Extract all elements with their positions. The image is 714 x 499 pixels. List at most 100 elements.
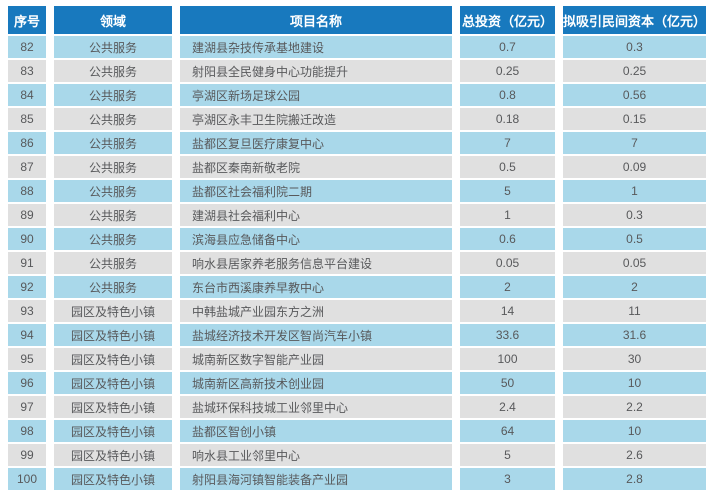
cell-field: 公共服务 <box>54 276 172 298</box>
cell-capital: 11 <box>563 300 706 322</box>
cell-invest: 50 <box>460 372 555 394</box>
cell-name: 盐都区秦南新敬老院 <box>180 156 452 178</box>
cell-name: 城南新区高新技术创业园 <box>180 372 452 394</box>
cell-field: 公共服务 <box>54 36 172 58</box>
table-row: 90 公共服务 滨海县应急储备中心 0.6 0.5 <box>8 228 706 250</box>
cell-capital: 2.6 <box>563 444 706 466</box>
cell-no: 93 <box>8 300 46 322</box>
cell-field: 园区及特色小镇 <box>54 324 172 346</box>
cell-no: 95 <box>8 348 46 370</box>
cell-capital: 10 <box>563 420 706 442</box>
table-row: 100 园区及特色小镇 射阳县海河镇智能装备产业园 3 2.8 <box>8 468 706 490</box>
cell-name: 滨海县应急储备中心 <box>180 228 452 250</box>
cell-name: 亭湖区永丰卫生院搬迁改造 <box>180 108 452 130</box>
cell-name: 盐城经济技术开发区智尚汽车小镇 <box>180 324 452 346</box>
table-row: 99 园区及特色小镇 响水县工业邻里中心 5 2.6 <box>8 444 706 466</box>
cell-field: 公共服务 <box>54 84 172 106</box>
cell-capital: 0.3 <box>563 204 706 226</box>
cell-invest: 14 <box>460 300 555 322</box>
table-row: 85 公共服务 亭湖区永丰卫生院搬迁改造 0.18 0.15 <box>8 108 706 130</box>
cell-no: 90 <box>8 228 46 250</box>
cell-no: 100 <box>8 468 46 490</box>
cell-invest: 33.6 <box>460 324 555 346</box>
cell-no: 83 <box>8 60 46 82</box>
header-col-invest: 总投资（亿元） <box>460 6 555 34</box>
cell-capital: 2.2 <box>563 396 706 418</box>
cell-invest: 2 <box>460 276 555 298</box>
cell-name: 中韩盐城产业园东方之洲 <box>180 300 452 322</box>
cell-invest: 0.05 <box>460 252 555 274</box>
cell-no: 96 <box>8 372 46 394</box>
cell-capital: 0.5 <box>563 228 706 250</box>
cell-no: 82 <box>8 36 46 58</box>
cell-invest: 3 <box>460 468 555 490</box>
table-row: 86 公共服务 盐都区复旦医疗康复中心 7 7 <box>8 132 706 154</box>
cell-field: 园区及特色小镇 <box>54 468 172 490</box>
cell-name: 响水县居家养老服务信息平台建设 <box>180 252 452 274</box>
table-row: 97 园区及特色小镇 盐城环保科技城工业邻里中心 2.4 2.2 <box>8 396 706 418</box>
cell-capital: 0.05 <box>563 252 706 274</box>
cell-field: 园区及特色小镇 <box>54 372 172 394</box>
cell-capital: 30 <box>563 348 706 370</box>
table-body: 82 公共服务 建湖县杂技传承基地建设 0.7 0.3 83 公共服务 射阳县全民健身中心功能… <box>8 36 706 490</box>
cell-name: 东台市西溪康养早教中心 <box>180 276 452 298</box>
cell-capital: 0.15 <box>563 108 706 130</box>
table-row: 82 公共服务 建湖县杂技传承基地建设 0.7 0.3 <box>8 36 706 58</box>
cell-invest: 0.18 <box>460 108 555 130</box>
cell-invest: 0.8 <box>460 84 555 106</box>
cell-field: 公共服务 <box>54 156 172 178</box>
cell-name: 建湖县杂技传承基地建设 <box>180 36 452 58</box>
cell-invest: 0.25 <box>460 60 555 82</box>
cell-name: 建湖县社会福利中心 <box>180 204 452 226</box>
cell-invest: 0.6 <box>460 228 555 250</box>
cell-field: 公共服务 <box>54 228 172 250</box>
cell-capital: 2.8 <box>563 468 706 490</box>
table-row: 96 园区及特色小镇 城南新区高新技术创业园 50 10 <box>8 372 706 394</box>
cell-name: 盐都区复旦医疗康复中心 <box>180 132 452 154</box>
cell-no: 89 <box>8 204 46 226</box>
cell-no: 88 <box>8 180 46 202</box>
cell-capital: 10 <box>563 372 706 394</box>
cell-no: 94 <box>8 324 46 346</box>
project-list-page: 序号 领域 项目名称 总投资（亿元） 拟吸引民间资本（亿元） 82 公共服务 建湖县… <box>0 4 714 492</box>
cell-field: 园区及特色小镇 <box>54 348 172 370</box>
cell-invest: 1 <box>460 204 555 226</box>
cell-capital: 0.56 <box>563 84 706 106</box>
cell-name: 响水县工业邻里中心 <box>180 444 452 466</box>
cell-field: 园区及特色小镇 <box>54 396 172 418</box>
cell-capital: 1 <box>563 180 706 202</box>
cell-name: 射阳县海河镇智能装备产业园 <box>180 468 452 490</box>
cell-capital: 31.6 <box>563 324 706 346</box>
table-row: 92 公共服务 东台市西溪康养早教中心 2 2 <box>8 276 706 298</box>
cell-no: 99 <box>8 444 46 466</box>
table-row: 94 园区及特色小镇 盐城经济技术开发区智尚汽车小镇 33.6 31.6 <box>8 324 706 346</box>
cell-name: 盐城环保科技城工业邻里中心 <box>180 396 452 418</box>
header-col-field: 领域 <box>54 6 172 34</box>
table-row: 93 园区及特色小镇 中韩盐城产业园东方之洲 14 11 <box>8 300 706 322</box>
cell-name: 盐都区智创小镇 <box>180 420 452 442</box>
cell-no: 85 <box>8 108 46 130</box>
cell-invest: 0.5 <box>460 156 555 178</box>
cell-field: 公共服务 <box>54 132 172 154</box>
cell-invest: 64 <box>460 420 555 442</box>
cell-field: 园区及特色小镇 <box>54 300 172 322</box>
cell-field: 公共服务 <box>54 252 172 274</box>
cell-field: 公共服务 <box>54 60 172 82</box>
project-table: 序号 领域 项目名称 总投资（亿元） 拟吸引民间资本（亿元） 82 公共服务 建湖县… <box>0 4 714 492</box>
cell-no: 87 <box>8 156 46 178</box>
cell-capital: 2 <box>563 276 706 298</box>
cell-field: 园区及特色小镇 <box>54 420 172 442</box>
cell-no: 98 <box>8 420 46 442</box>
cell-invest: 5 <box>460 444 555 466</box>
table-row: 88 公共服务 盐都区社会福利院二期 5 1 <box>8 180 706 202</box>
cell-name: 亭湖区新场足球公园 <box>180 84 452 106</box>
header-col-capital: 拟吸引民间资本（亿元） <box>563 6 706 34</box>
cell-capital: 7 <box>563 132 706 154</box>
cell-name: 盐都区社会福利院二期 <box>180 180 452 202</box>
cell-invest: 5 <box>460 180 555 202</box>
cell-field: 园区及特色小镇 <box>54 444 172 466</box>
cell-capital: 0.3 <box>563 36 706 58</box>
table-row: 83 公共服务 射阳县全民健身中心功能提升 0.25 0.25 <box>8 60 706 82</box>
cell-no: 84 <box>8 84 46 106</box>
table-row: 89 公共服务 建湖县社会福利中心 1 0.3 <box>8 204 706 226</box>
